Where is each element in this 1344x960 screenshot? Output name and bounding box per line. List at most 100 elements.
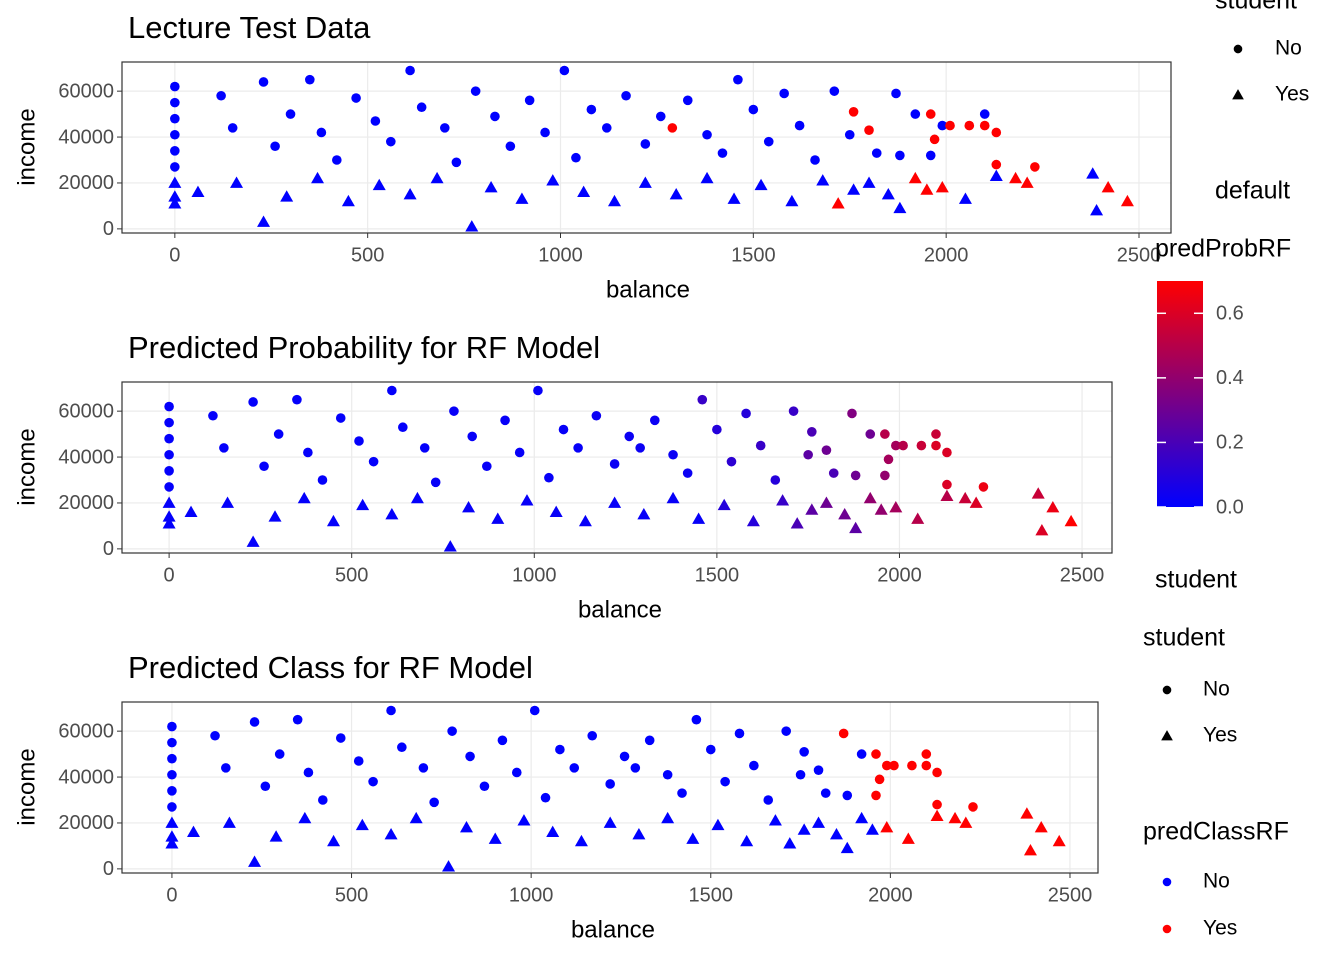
point [164,417,174,428]
point [705,744,716,755]
point [880,429,890,439]
point [945,120,955,131]
point [298,811,312,824]
x-tick-label: 1000 [509,884,554,906]
point [403,187,417,200]
point [574,834,588,847]
point [668,449,678,460]
point [891,440,901,451]
point [1031,487,1045,499]
x-tick-label: 1500 [731,244,776,266]
colorbar-label: 0.4 [1216,367,1244,389]
point [746,514,760,527]
point [797,823,811,835]
x-tick-label: 0 [166,884,177,906]
point [505,141,516,152]
point [741,408,751,419]
point [318,795,328,805]
point [517,814,531,826]
point [168,176,182,188]
point [655,111,666,122]
point [335,733,346,743]
point [720,776,730,787]
point [754,178,768,191]
point [479,781,490,792]
point [717,498,731,511]
x-tick-label: 2000 [868,884,913,906]
point [167,753,177,764]
point [170,97,180,108]
point [881,187,895,200]
point [549,505,563,518]
point [686,832,700,844]
legend-title: student [1155,566,1237,594]
point [847,408,857,419]
point [677,788,687,798]
plot-border [121,701,1099,874]
point [210,730,220,741]
point [586,104,597,115]
point [520,494,534,506]
point [989,169,1003,181]
point [911,512,925,524]
point [1020,176,1034,188]
point [969,496,983,508]
point [776,494,790,506]
point [632,827,646,840]
y-tick-label: 0 [103,538,114,560]
point [222,816,236,828]
x-tick-label: 1500 [695,564,740,586]
x-tick-label: 2500 [1117,244,1162,266]
x-tick-label: 500 [335,884,368,906]
x-tick-label: 500 [335,564,368,586]
point [429,797,439,808]
point [682,468,693,478]
point [1086,167,1100,179]
point [353,756,364,766]
point [1090,204,1104,216]
point [889,501,903,513]
x-tick-label: 500 [351,244,384,266]
point [165,830,179,842]
point [341,194,355,207]
point [162,510,176,522]
point [733,74,743,85]
point [419,443,430,453]
point [524,95,535,106]
point [280,190,294,202]
point [546,174,560,186]
point [901,832,915,844]
point [459,821,473,833]
point [920,183,934,195]
point [578,514,592,527]
point [638,176,652,188]
chart-title: Lecture Test Data [128,10,371,45]
point [895,150,905,161]
x-tick-label: 1000 [512,564,557,586]
point [184,505,198,518]
point [191,185,205,198]
point [1020,807,1034,819]
point [700,171,714,184]
point [332,155,342,165]
point [258,77,269,87]
point [558,424,569,435]
point [929,134,940,145]
point [1023,844,1037,856]
point [259,461,269,472]
point [692,512,706,524]
point [921,760,932,771]
point [601,123,612,133]
point [497,735,508,746]
point [883,454,894,465]
legend-title: default [1215,177,1290,205]
point [451,157,462,168]
y-tick-label: 40000 [58,446,114,468]
point [368,456,379,467]
point [430,171,444,184]
point [573,443,583,453]
y-tick-label: 20000 [58,812,114,834]
point [842,790,853,801]
point [770,475,781,485]
point [607,194,621,207]
